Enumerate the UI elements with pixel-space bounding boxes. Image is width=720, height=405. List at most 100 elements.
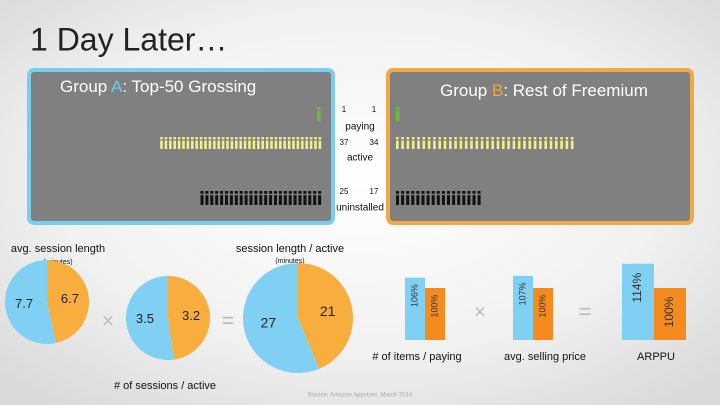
icon-body xyxy=(436,195,440,205)
icon-dot xyxy=(270,137,273,140)
icon-body xyxy=(243,140,247,149)
icon-dot xyxy=(533,137,537,140)
icon-body xyxy=(528,140,532,149)
icon-dot xyxy=(309,137,313,140)
icon-dot xyxy=(230,137,234,140)
icon-dot xyxy=(208,137,212,140)
metric-label: uninstalled xyxy=(336,203,384,214)
icon-dot xyxy=(278,191,282,194)
slide-title: 1 Day Later… xyxy=(30,21,227,57)
operator: = xyxy=(579,299,592,324)
icon-body xyxy=(470,140,473,149)
icon-body xyxy=(491,140,494,149)
icon-dot xyxy=(454,137,457,140)
icon-dot xyxy=(560,137,563,140)
user-icons xyxy=(396,107,400,121)
chart-title: # of items / paying xyxy=(372,351,461,363)
icon-dot xyxy=(261,137,264,140)
icon-dot xyxy=(539,137,542,140)
icon-body xyxy=(477,195,481,205)
icon-dot xyxy=(421,191,425,194)
icon-dot xyxy=(195,137,198,140)
bar xyxy=(622,263,654,340)
icon-body xyxy=(416,195,420,205)
icon-body xyxy=(539,140,542,149)
group-name: : Top-50 Grossing xyxy=(122,77,256,96)
metric-value: 1 xyxy=(342,105,347,114)
icon-dot xyxy=(234,191,238,194)
icon-dot xyxy=(470,137,473,140)
icon-dot xyxy=(401,137,404,140)
icon-dot xyxy=(507,137,510,140)
icon-dot xyxy=(427,137,431,140)
icon-body xyxy=(213,140,216,149)
icon-body xyxy=(502,140,505,149)
icon-body xyxy=(427,140,431,149)
icon-body xyxy=(199,140,203,149)
icon-body xyxy=(191,140,194,149)
icon-dot xyxy=(457,191,461,194)
icon-body xyxy=(431,195,435,205)
icon-dot xyxy=(264,191,268,194)
icon-body xyxy=(570,140,574,149)
icon-dot xyxy=(396,137,399,140)
icon-body xyxy=(438,140,441,149)
icon-dot xyxy=(491,137,494,140)
icon-dot xyxy=(436,191,440,194)
group-prefix: Group xyxy=(440,81,492,100)
icon-dot xyxy=(283,191,287,194)
icon-dot xyxy=(411,191,415,194)
icon-dot xyxy=(169,137,172,140)
icon-body xyxy=(205,195,209,205)
icon-dot xyxy=(220,191,224,194)
icon-dot xyxy=(164,137,168,140)
icon-body xyxy=(406,140,410,149)
icon-dot xyxy=(160,137,163,140)
icon-dot xyxy=(303,191,307,194)
icon-dot xyxy=(570,137,574,140)
icon-body xyxy=(517,140,521,149)
icon-dot xyxy=(204,137,207,140)
icon-body xyxy=(406,195,410,205)
icon-dot xyxy=(235,137,238,140)
icon-dot xyxy=(274,137,278,140)
icon-dot xyxy=(422,137,426,140)
icon-dot xyxy=(565,137,569,140)
icon-body xyxy=(305,140,308,149)
source: Source: Amazon Appstore, March 2014 xyxy=(308,393,413,399)
icon-dot xyxy=(459,137,463,140)
icon-dot xyxy=(401,191,405,194)
metric-value: 17 xyxy=(370,187,379,196)
operator: = xyxy=(222,308,235,333)
group-a-title: Group A: Top-50 Grossing xyxy=(60,77,256,96)
icon-body xyxy=(313,195,317,205)
chart-title: avg. session length xyxy=(11,243,105,255)
bar-label: 106% xyxy=(409,284,419,307)
icon-body xyxy=(225,195,228,205)
icon-dot xyxy=(288,191,292,194)
icon-dot xyxy=(433,137,436,140)
icon-dot xyxy=(257,137,260,140)
icon-body xyxy=(264,195,268,205)
bar-label: 114% xyxy=(630,273,644,303)
icon-dot xyxy=(239,137,242,140)
slice-label: 3.2 xyxy=(182,308,200,323)
icon-body xyxy=(317,111,321,121)
icon-body xyxy=(229,195,233,205)
icon-body xyxy=(177,140,181,149)
icon-body xyxy=(283,195,287,205)
pie-slice xyxy=(125,276,174,361)
icon-body xyxy=(309,140,313,149)
icon-dot xyxy=(467,191,471,194)
icon-body xyxy=(261,140,264,149)
icon-body xyxy=(239,140,242,149)
icon-dot xyxy=(512,137,516,140)
user-icons xyxy=(396,191,481,205)
chart-title: ARPPU xyxy=(637,351,675,363)
chart-title: session length / active xyxy=(236,243,344,255)
icon-body xyxy=(318,140,322,149)
icon-body xyxy=(265,140,269,149)
icon-dot xyxy=(528,137,532,140)
slice-label: 3.5 xyxy=(136,311,154,326)
group-prefix: Group xyxy=(60,77,111,96)
